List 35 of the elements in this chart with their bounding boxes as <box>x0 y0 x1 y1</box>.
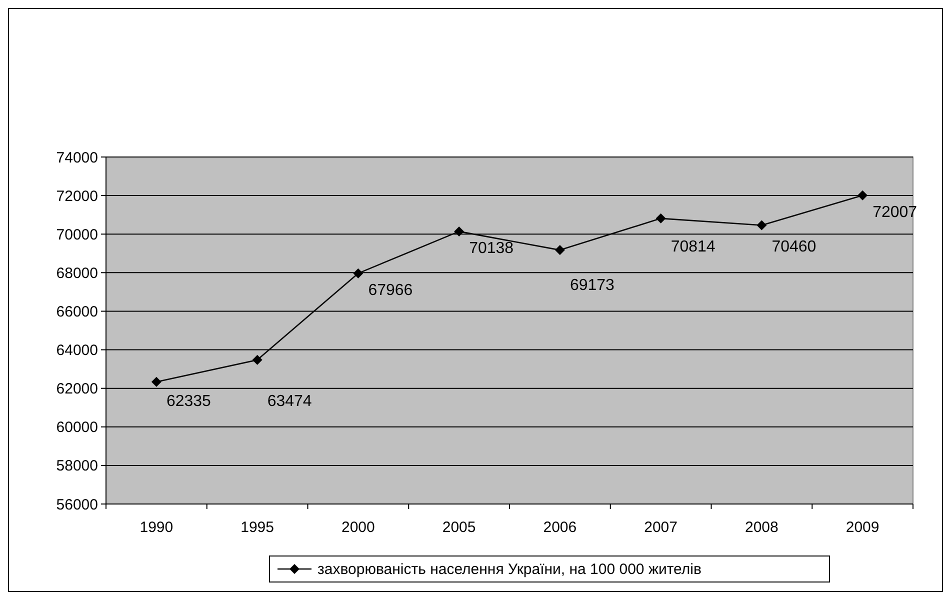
point <box>858 190 868 200</box>
data-label: 63474 <box>267 392 312 410</box>
data-label: 72007 <box>872 204 918 221</box>
y-tick-label: 70000 <box>56 226 98 244</box>
data-label: 70138 <box>469 240 514 257</box>
y-tick-label: 56000 <box>56 496 98 514</box>
data-label: 67966 <box>368 282 413 299</box>
point <box>454 226 464 236</box>
point <box>353 268 364 278</box>
x-tick-label: 2006 <box>543 519 577 536</box>
x-tick-label: 2008 <box>745 519 778 536</box>
x-tick-label: 2007 <box>644 519 678 536</box>
data-label: 62335 <box>166 392 212 410</box>
y-tick-label: 64000 <box>56 342 98 360</box>
x-tick-label: 2009 <box>846 519 880 536</box>
legend-label: захворюваність населення України, на 100 000 жителів <box>318 561 702 578</box>
x-tick-label: 1995 <box>240 519 274 536</box>
point <box>252 354 262 365</box>
x-tick-label: 2005 <box>442 519 476 536</box>
y-tick-label: 68000 <box>56 264 98 282</box>
point <box>756 220 767 230</box>
point <box>554 245 565 256</box>
data-label: 69173 <box>570 277 615 294</box>
x-tick-label: 1990 <box>140 519 174 536</box>
y-tick-label: 66000 <box>56 303 98 320</box>
point <box>151 376 162 387</box>
y-tick-label: 62000 <box>56 380 98 398</box>
y-tick-label: 74000 <box>56 149 98 166</box>
x-tick-label: 2000 <box>342 519 375 536</box>
y-tick-label: 58000 <box>56 458 98 475</box>
y-tick-label: 60000 <box>56 419 98 436</box>
data-label: 70814 <box>670 238 716 256</box>
point <box>656 213 666 224</box>
y-tick-label: 72000 <box>56 188 98 205</box>
data-label: 70460 <box>772 238 816 256</box>
